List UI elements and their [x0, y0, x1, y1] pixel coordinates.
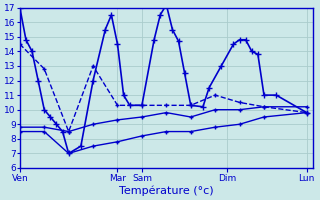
X-axis label: Température (°c): Température (°c) — [119, 185, 214, 196]
